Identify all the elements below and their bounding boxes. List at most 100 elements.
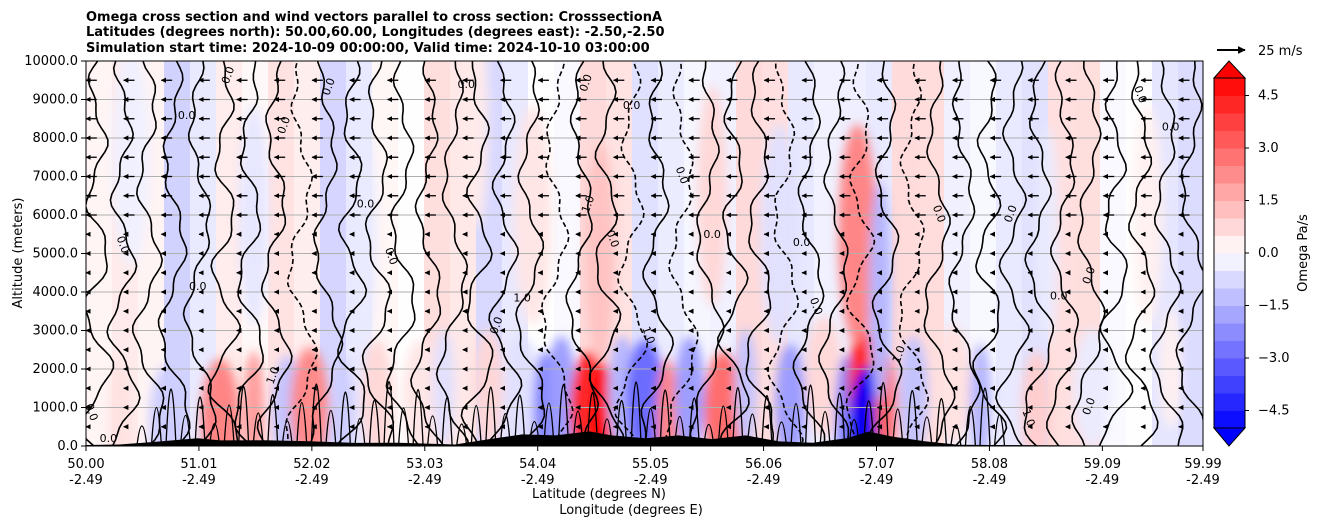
contour-label: 0.0 [219,65,237,86]
contour-line-lowlevel [993,413,1006,446]
contour-line [588,61,625,446]
y-tick-label: 5000.0 [33,247,79,262]
omega-anomaly [332,359,355,446]
colorbar-band [1214,95,1245,114]
contour-line [1071,61,1106,446]
contour-line-lowlevel [790,403,802,446]
x-tick-label-lat: 51.01 [180,457,217,472]
contour-line-lowlevel [586,392,599,446]
contour-line [868,61,903,446]
contour-label: 0.0 [178,109,196,122]
colorbar-band [1214,340,1245,359]
colorbar-band [1214,113,1245,131]
contour-line-lowlevel [470,405,482,446]
contour-label: 0.0 [275,115,293,136]
y-tick-label: 7000.0 [33,170,79,185]
contour-label: 0.0 [1080,396,1098,417]
colorbar-band [1214,165,1245,184]
wind-vectors [86,77,1190,430]
omega-anomaly [242,351,265,446]
contour-line [792,61,826,446]
x-tick-label-lat: 53.03 [406,457,443,472]
colorbar-band [1214,183,1245,201]
colorbar-band [1214,200,1245,219]
colorbar-band [1214,393,1245,411]
contour-line [818,61,850,446]
x-axis-label-latitude: Latitude (degrees N) [532,487,666,502]
contour-line-lowlevel [979,387,991,446]
contour-label: 0.0 [1080,265,1098,286]
contour-line-lowlevel [310,383,322,446]
title-line-2: Latitudes (degrees north): 50.00,60.00, … [86,25,665,40]
y-tick-label: 2000.0 [33,362,79,377]
contour-line [385,61,420,446]
contour-line-lowlevel [732,387,744,446]
x-tick-label-lon: -2.49 [408,473,442,488]
colorbar-label: Omega Pa/s [1296,214,1311,292]
colorbar-extend-max [1212,60,1247,79]
contour-line-lowlevel [325,409,337,446]
contour-line-negative [613,61,649,446]
contour-line-lowlevel [150,407,163,446]
contour-line-lowlevel [775,421,788,446]
omega-anomaly [760,124,799,345]
contour-line-lowlevel [238,386,250,446]
contour-line-lowlevel [935,397,948,446]
omega-anomaly [354,124,377,345]
x-tick-label-lat: 59.09 [1084,457,1121,472]
colorbar-tick-label: −1.5 [1258,299,1290,314]
colorbar-band [1214,218,1245,236]
colorbar-band [1214,358,1245,376]
contour-line-lowlevel [441,396,453,446]
contour-line-lowlevel [717,405,729,446]
contour-line-lowlevel [383,380,395,446]
omega-anomaly [473,328,504,446]
contour-label: 0.0 [703,228,721,241]
colorbar-tick-label: 4.5 [1258,89,1279,104]
contour-line-lowlevel [877,381,889,446]
contour-line-lowlevel [499,412,511,446]
contour-line-lowlevel [208,422,221,446]
colorbar-ticks: 4.5 3.0 1.5 0.0 −1.5 −3.0 −4.5 [1245,89,1290,419]
y-tick-label: 3000.0 [33,324,79,339]
contour-line-lowlevel [761,394,773,446]
x-tick-label-lon: -2.49 [860,473,894,488]
x-tick-label-lon: -2.49 [1186,473,1220,488]
contour-line [1149,61,1184,446]
x-tick-label-lon: -2.49 [69,473,103,488]
contour-line [207,61,242,446]
x-tick-label-lat: 58.08 [971,457,1008,472]
y-tick-label: 10000.0 [24,54,78,69]
x-tick-label-lat: 55.05 [632,457,669,472]
contour-line-lowlevel [296,402,308,446]
contour-label: 0.0 [189,280,207,293]
contour-line-lowlevel [485,386,497,446]
contour-line-negative [664,61,699,446]
omega-anomaly [546,335,577,446]
contour-line-lowlevel [863,400,875,446]
contour-line-lowlevel [921,416,933,446]
x-axis-ticks: 50.00-2.4951.01-2.4952.02-2.4953.03-2.49… [67,446,1222,488]
contour-line-lowlevel [412,389,424,446]
x-tick-label-lon: -2.49 [747,473,781,488]
omega-anomaly [1073,328,1112,446]
omega-anomaly [838,124,877,345]
omega-anomaly [290,347,329,446]
contour-labels: 0.01.00.01.01.01.00.01.00.00.00.00.0 0.0 0… [86,65,1179,445]
colorbar: 4.5 3.0 1.5 0.0 −1.5 −3.0 −4.5 Omega Pa/s [1212,60,1311,447]
y-tick-label: 8000.0 [33,131,79,146]
x-tick-label-lon: -2.49 [521,473,555,488]
omega-anomaly [626,339,665,446]
contour-line [995,61,1031,446]
contour-line [256,61,293,446]
contour-label: 0.0 [114,234,132,255]
contour-line-lowlevel [179,414,192,446]
quiver-key: 25 m/s [1217,44,1303,59]
contour-line [460,61,494,446]
title-line-1: Omega cross section and wind vectors par… [86,10,662,25]
contour-label: 0.0 [320,76,338,97]
contour-line-lowlevel [674,415,686,446]
contour-line [745,61,775,446]
contour-line-lowlevel [514,394,526,446]
omega-anomaly [361,339,392,446]
